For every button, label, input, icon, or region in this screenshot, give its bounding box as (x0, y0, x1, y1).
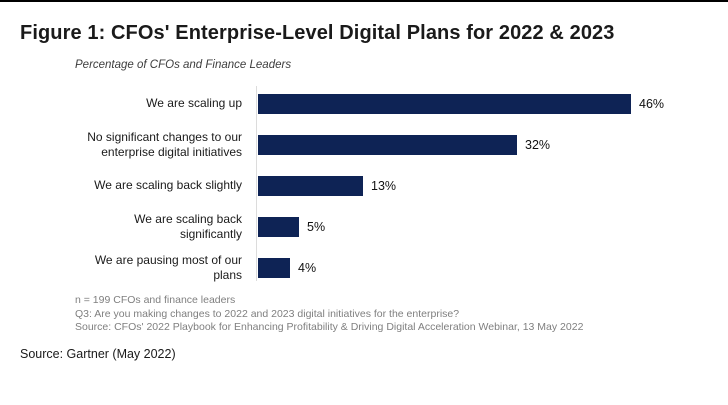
bar (258, 134, 517, 155)
footnotes-block: n = 199 CFOs and finance leaders Q3: Are… (75, 294, 583, 335)
bar-row: No significant changes to our enterprise … (0, 124, 728, 165)
value-label: 46% (639, 96, 665, 111)
bar (258, 216, 299, 237)
bar-track: 5% (250, 206, 728, 247)
footnote-question: Q3: Are you making changes to 2022 and 2… (75, 307, 460, 320)
figure-title: Figure 1: CFOs' Enterprise-Level Digital… (20, 22, 615, 44)
chart-subtitle: Percentage of CFOs and Finance Leaders (75, 59, 292, 71)
category-label: We are pausing most of our plans (94, 252, 242, 282)
bar-row: We are scaling up 46% (0, 83, 728, 124)
bar-track: 4% (250, 247, 728, 288)
bar (258, 93, 631, 114)
bar (258, 175, 363, 196)
value-label: 5% (307, 219, 326, 234)
value-label: 4% (298, 260, 317, 275)
footnote-source-webinar: Source: CFOs' 2022 Playbook for Enhancin… (75, 321, 584, 333)
baseline-axis (256, 86, 257, 281)
value-label: 32% (525, 137, 551, 152)
bar-chart: We are scaling up 46% No significant chang… (0, 83, 728, 288)
bar (258, 257, 290, 278)
footnote-sample-size: n = 199 CFOs and finance leaders (75, 294, 236, 306)
bar-row: We are scaling back slightly 13% (0, 165, 728, 206)
category-label: No significant changes to our enterprise … (87, 129, 242, 159)
bar-track: 32% (250, 124, 728, 165)
bar-row: We are pausing most of our plans 4% (0, 247, 728, 288)
top-rule-divider (0, 0, 728, 2)
source-attribution: Source: Gartner (May 2022) (20, 347, 176, 361)
bar-track: 46% (250, 83, 728, 124)
bar-row: We are scaling back significantly 5% (0, 206, 728, 247)
category-label: We are scaling back significantly (134, 211, 242, 241)
category-label: We are scaling up (146, 96, 242, 110)
category-label: We are scaling back slightly (94, 178, 242, 192)
bar-track: 13% (250, 165, 728, 206)
value-label: 13% (371, 178, 397, 193)
